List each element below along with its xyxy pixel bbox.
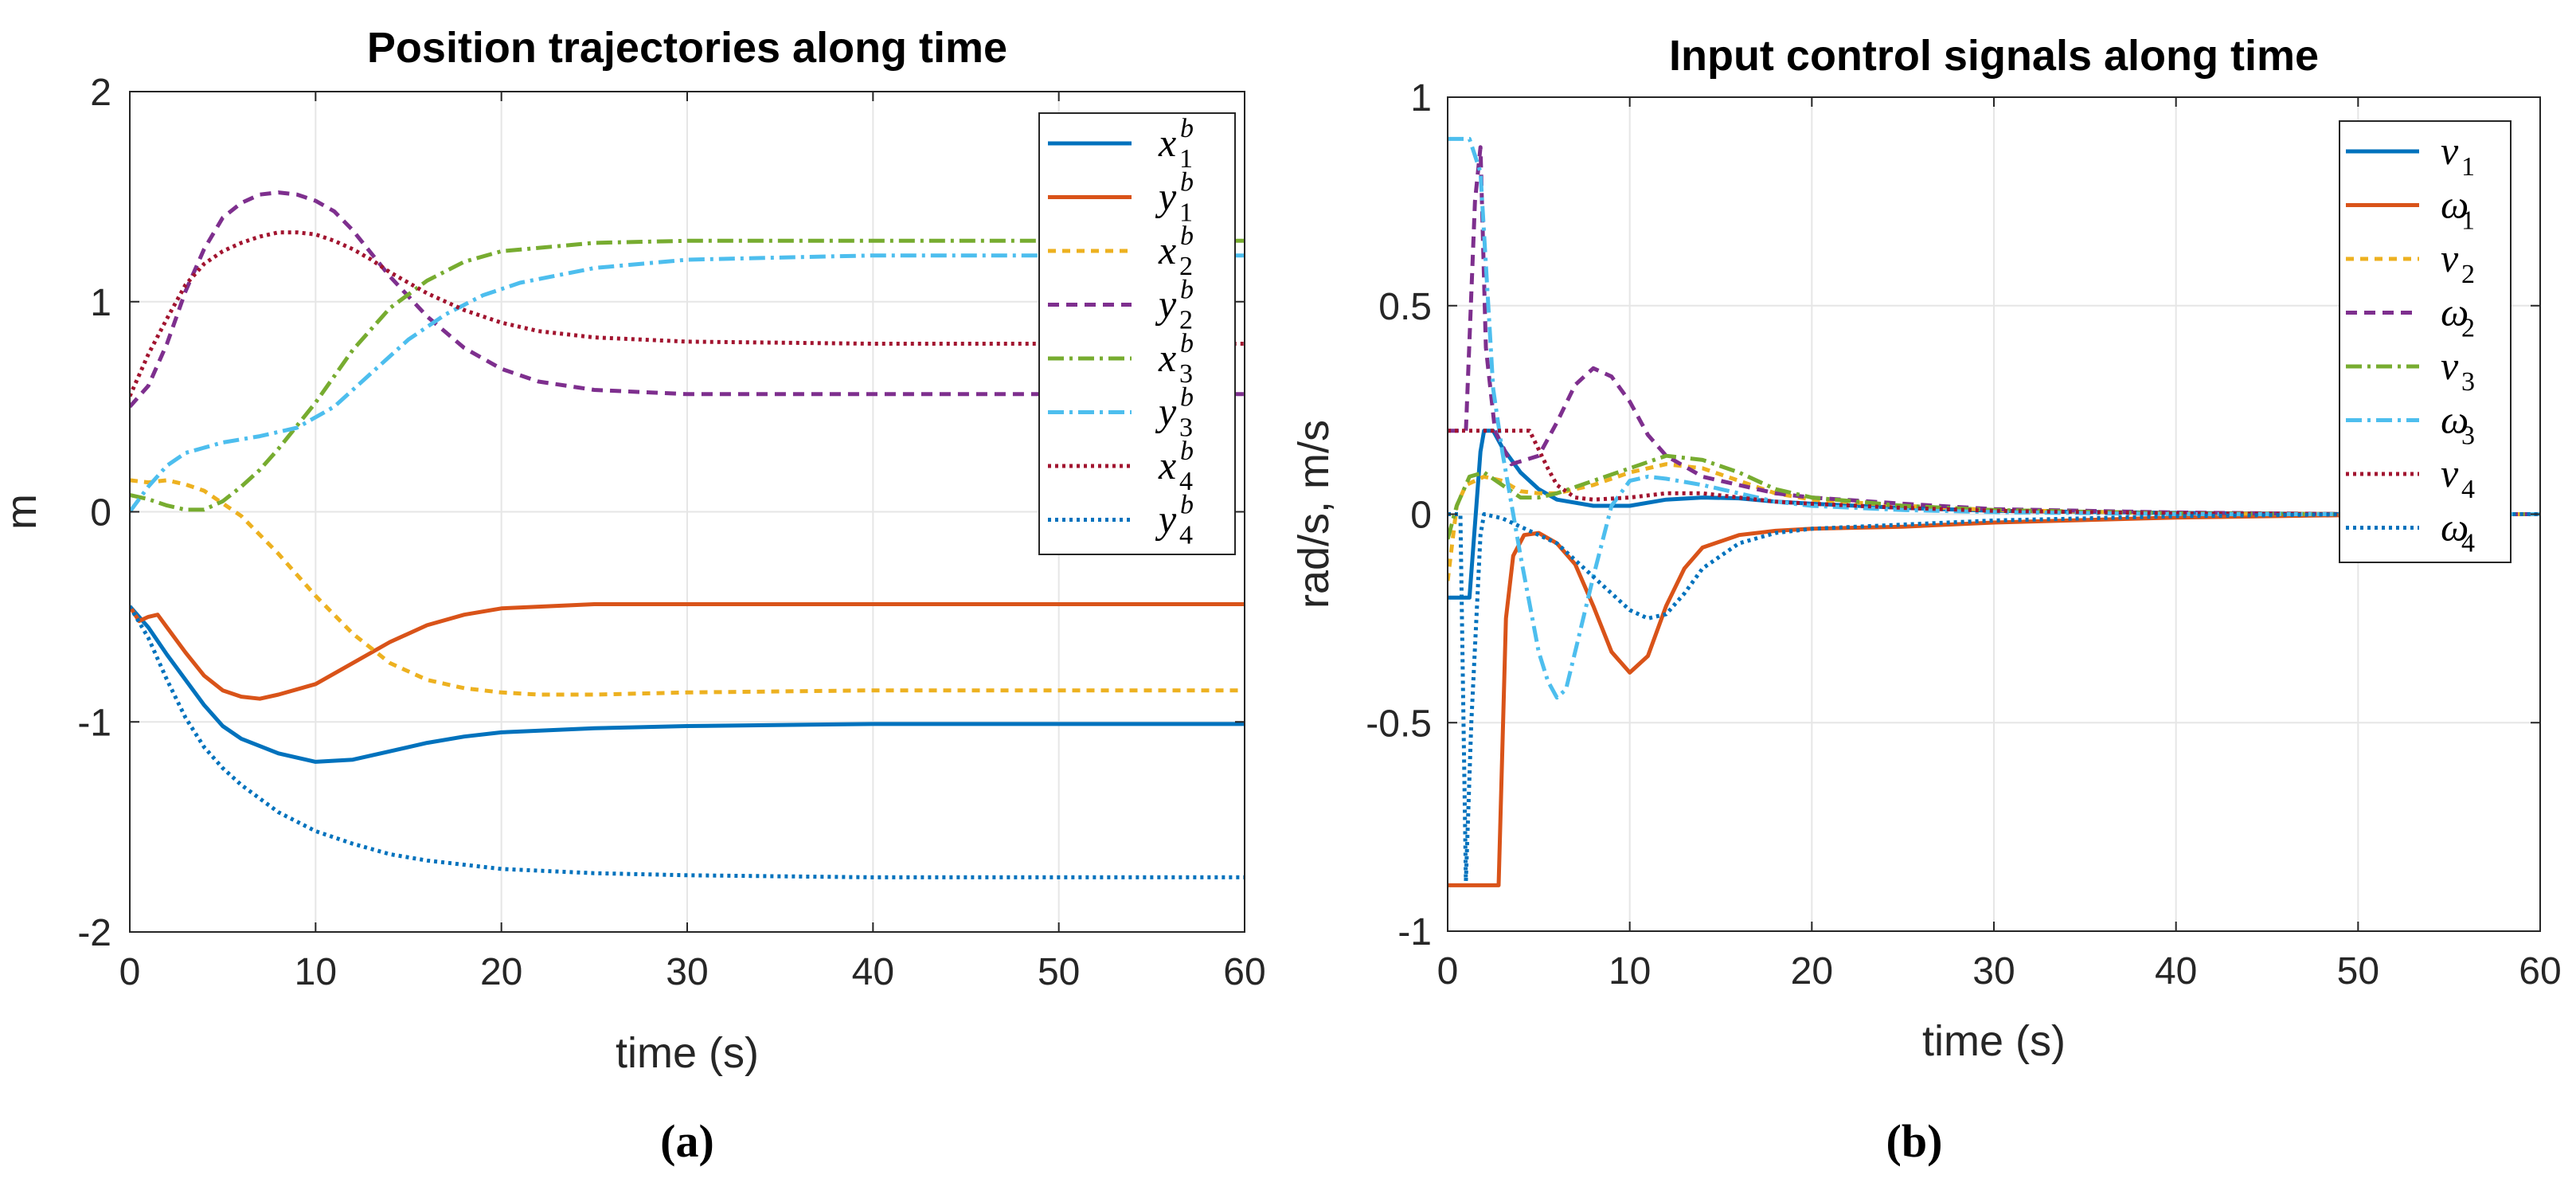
legend-label-sub: 4 bbox=[1179, 467, 1193, 496]
legend-label-sub: 1 bbox=[2461, 206, 2475, 236]
y-tick-label: 1 bbox=[1410, 77, 1432, 119]
x-tick-label: 10 bbox=[295, 951, 337, 993]
y-tick-label: 0.5 bbox=[1378, 286, 1432, 328]
series-line-x2 bbox=[130, 478, 1245, 697]
x-tick-label: 20 bbox=[480, 951, 522, 993]
legend: x 1by 1bx 2by 2bx 3by 3bx 4by 4b bbox=[1038, 112, 1236, 555]
series-line-v4 bbox=[1448, 429, 2540, 516]
legend-label-sub: 1 bbox=[2461, 152, 2475, 182]
legend-label-var: ω bbox=[2441, 397, 2469, 442]
series-line-v3 bbox=[1448, 453, 2540, 540]
legend-box bbox=[1038, 112, 1236, 555]
legend-label-sup: b bbox=[1180, 221, 1194, 251]
legend-label-var: y bbox=[1155, 497, 1177, 542]
legend-label-var: v bbox=[2441, 343, 2459, 388]
x-tick-label: 20 bbox=[1791, 950, 1833, 993]
y-tick-label: -1 bbox=[77, 702, 111, 744]
x-tick-label: 60 bbox=[1223, 951, 1265, 993]
series-line-ω4 bbox=[1448, 512, 2540, 883]
legend-label-sub: 3 bbox=[1179, 413, 1193, 443]
legend-label-sub: 4 bbox=[1179, 521, 1193, 550]
legend-label-sub: 2 bbox=[2461, 314, 2475, 343]
y-axis-label: rad/s, m/s bbox=[1290, 420, 1338, 609]
x-tick-label: 50 bbox=[2337, 950, 2379, 993]
legend-label-var: y bbox=[1155, 390, 1177, 434]
series-line-v2 bbox=[1448, 462, 2540, 581]
x-tick-label: 30 bbox=[1972, 950, 2015, 993]
x-tick-label: 40 bbox=[852, 951, 894, 993]
legend-label-sub: 2 bbox=[1179, 252, 1193, 281]
y-tick-label: 0 bbox=[90, 492, 111, 534]
legend-label-var: v bbox=[2441, 451, 2459, 495]
legend-label-sup: b bbox=[1180, 491, 1194, 520]
chart-title: Position trajectories along time bbox=[367, 24, 1007, 72]
x-axis-label: time (s) bbox=[616, 1029, 759, 1077]
panel-b: 0 10 20 30 40 50 60 -1 -0.5 0 0.5 1 Input control si… bbox=[1290, 32, 2562, 1167]
legend-label-var: ω bbox=[2441, 182, 2469, 227]
legend-label-var: y bbox=[1155, 282, 1177, 327]
legend-label-sub: 4 bbox=[2461, 475, 2475, 504]
y-tick-label: -1 bbox=[1397, 911, 1432, 953]
legend-label-sub: 2 bbox=[2461, 260, 2475, 289]
y-tick-label: 1 bbox=[90, 282, 111, 324]
legend-label-sub: 1 bbox=[1179, 198, 1193, 228]
y-tick-label: 2 bbox=[90, 72, 111, 114]
panel-caption: (b) bbox=[1886, 1115, 1943, 1167]
legend-label-var: v bbox=[2441, 128, 2459, 173]
legend-label-var: y bbox=[1155, 174, 1177, 219]
chart-title: Input control signals along time bbox=[1669, 32, 2319, 80]
legend-label-sub: 2 bbox=[1179, 306, 1193, 335]
series-line-y4 bbox=[130, 605, 1245, 879]
series-line-y2 bbox=[130, 190, 1245, 409]
legend-box bbox=[2339, 120, 2512, 563]
legend-label-sub: 1 bbox=[1179, 144, 1193, 174]
y-axis-label: m bbox=[0, 494, 45, 530]
series-line-x4 bbox=[130, 230, 1245, 397]
series-lines bbox=[1448, 136, 2540, 887]
series-line-ω1 bbox=[1448, 512, 2540, 887]
x-tick-label: 50 bbox=[1038, 951, 1080, 993]
legend-label-var: x bbox=[1158, 228, 1176, 272]
legend-label-sup: b bbox=[1180, 383, 1194, 413]
y-tick-label: 0 bbox=[1410, 495, 1432, 537]
series-line-ω3 bbox=[1448, 136, 2540, 700]
legend-label-var: x bbox=[1158, 120, 1176, 165]
legend-label-sub: 4 bbox=[2461, 529, 2475, 558]
legend-label-sub: 3 bbox=[2461, 367, 2475, 397]
series-line-x3 bbox=[130, 238, 1245, 512]
legend-label-sup: b bbox=[1180, 329, 1194, 358]
y-tick-label: -0.5 bbox=[1366, 703, 1432, 745]
x-tick-label: 60 bbox=[2519, 950, 2561, 993]
legend-label-var: ω bbox=[2441, 290, 2469, 335]
legend-label-var: ω bbox=[2441, 505, 2469, 550]
legend-label-var: v bbox=[2441, 236, 2459, 280]
series-line-y3 bbox=[130, 253, 1245, 513]
x-tick-label: 0 bbox=[119, 951, 141, 993]
legend-label-var: x bbox=[1158, 443, 1176, 487]
x-tick-label: 0 bbox=[1437, 950, 1459, 993]
series-line-y1 bbox=[130, 602, 1245, 701]
legend-label-var: x bbox=[1158, 335, 1176, 380]
series-line-ω2 bbox=[1448, 145, 2540, 516]
panel-caption: (a) bbox=[660, 1115, 714, 1167]
panel-a: 0 10 20 30 40 50 60 -2 -1 0 1 2 Position trajectorie… bbox=[0, 24, 1266, 1167]
series-line-x1 bbox=[130, 605, 1245, 764]
legend-label-sup: b bbox=[1180, 168, 1194, 198]
legend-label-sup: b bbox=[1180, 114, 1194, 143]
x-tick-label: 10 bbox=[1609, 950, 1651, 993]
legend-label-sub: 3 bbox=[1179, 359, 1193, 389]
legend-label-sub: 3 bbox=[2461, 421, 2475, 451]
x-tick-label: 40 bbox=[2155, 950, 2197, 993]
y-tick-label: -2 bbox=[77, 912, 111, 954]
legend-label-sup: b bbox=[1180, 276, 1194, 305]
legend-label-sup: b bbox=[1180, 437, 1194, 466]
x-axis-label: time (s) bbox=[1922, 1017, 2066, 1065]
x-tick-label: 30 bbox=[666, 951, 708, 993]
series-lines bbox=[130, 190, 1245, 879]
